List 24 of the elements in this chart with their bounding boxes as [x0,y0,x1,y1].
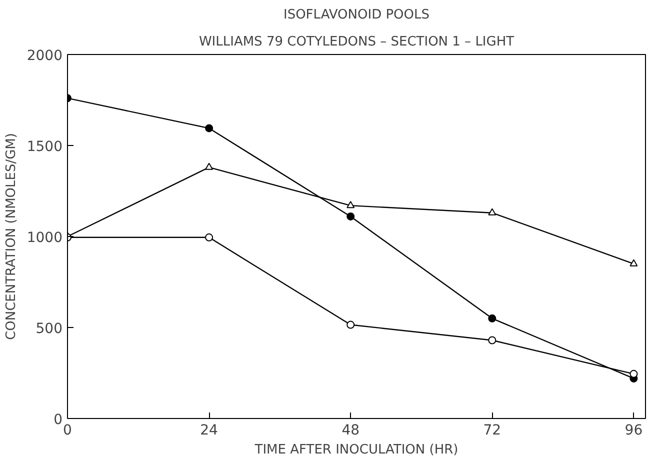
chart-title: ISOFLAVONOID POOLS [283,8,430,22]
y-tick-label: 0 [54,412,63,428]
y-tick-label: 1000 [26,230,63,246]
point [488,314,496,322]
x-tick-label: 72 [483,422,502,438]
x-tick-label: 48 [342,422,360,438]
chart-subtitle: WILLIAMS 79 COTYLEDONS – SECTION 1 – LIGHT [198,34,514,50]
point [488,208,496,216]
x-tick-label: 96 [624,422,643,438]
point [346,212,355,220]
x-tick-label: 24 [200,422,218,438]
point [205,233,214,242]
point [630,259,638,266]
x-axis-title: TIME AFTER INOCULATION (HR) [254,442,458,458]
point [630,370,638,378]
y-axis-title: CONCENTRATION (NMOLES/GM) [4,133,19,340]
y-tick-label: 2000 [26,48,63,64]
y-tick-label: 1500 [26,139,63,155]
point [205,162,214,170]
point [205,124,214,132]
point [346,201,355,208]
y-tick-label: 500 [36,321,63,337]
point [488,336,496,344]
point [346,320,355,329]
